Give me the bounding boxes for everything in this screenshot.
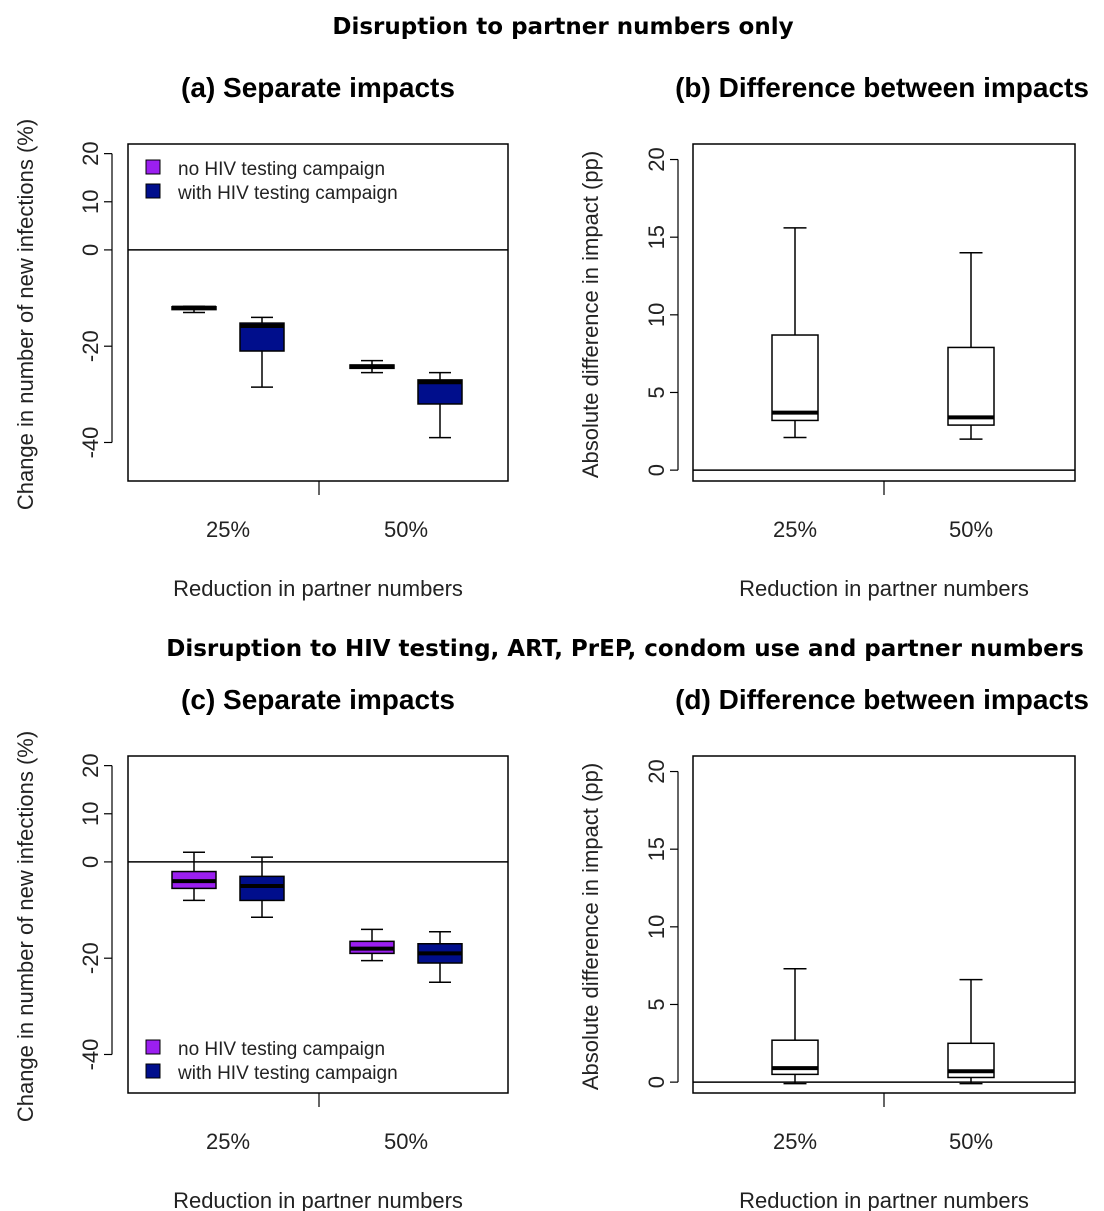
y-axis-label: Absolute difference in impact (pp)	[578, 763, 603, 1090]
panel-b: (b) Difference between impacts 0 5 10 15 20 25…	[578, 72, 1089, 601]
y-tick-label: 20	[78, 141, 103, 165]
x-axis-label: Reduction in partner numbers	[173, 576, 463, 601]
y-tick-label: -20	[78, 942, 103, 974]
box-25pct-no-campaign	[171, 851, 217, 902]
legend-label: with HIV testing campaign	[177, 183, 398, 204]
y-tick-label: -40	[78, 1039, 103, 1071]
legend: no HIV testing campaign with HIV testing …	[145, 159, 398, 204]
y-tick-label: 15	[644, 225, 669, 249]
box-50pct	[947, 978, 995, 1085]
box-25pct-with-campaign	[239, 856, 285, 919]
iqr-box	[239, 875, 285, 902]
y-tick-label: 20	[644, 147, 669, 171]
y-tick-label: 0	[644, 464, 669, 476]
x-axis-label: Reduction in partner numbers	[739, 1188, 1029, 1211]
y-tick-label: 5	[644, 998, 669, 1010]
y-tick-label: 10	[644, 915, 669, 939]
y-tick-label: 10	[78, 802, 103, 826]
y-tick-label: 0	[78, 856, 103, 868]
box-25pct-with-campaign	[239, 316, 285, 388]
legend-swatch	[145, 1039, 161, 1055]
y-axis-label: Change in number of new infections (%)	[13, 119, 38, 510]
x-tick-label: 50%	[384, 1129, 428, 1154]
legend: no HIV testing campaign with HIV testing …	[145, 1039, 398, 1084]
charts: (a) Separate impacts -40 -20 0 10 20 25% 50% Red…	[13, 72, 1089, 1211]
x-tick-label: 25%	[773, 517, 817, 542]
legend-label: with HIV testing campaign	[177, 1063, 398, 1084]
x-tick-label: 50%	[949, 1129, 993, 1154]
box-50pct-no-campaign	[349, 928, 395, 962]
box-25pct-no-campaign	[171, 305, 217, 314]
x-tick-label: 50%	[949, 517, 993, 542]
legend-swatch	[145, 159, 161, 175]
y-axis-label: Change in number of new infections (%)	[13, 731, 38, 1122]
box-50pct-with-campaign	[417, 371, 463, 439]
panel-a: (a) Separate impacts -40 -20 0 10 20 25% 50% Red…	[13, 72, 509, 601]
plot-frame	[692, 143, 1076, 482]
legend-label: no HIV testing campaign	[178, 159, 385, 180]
iqr-box	[771, 334, 819, 422]
y-tick-label: 10	[78, 190, 103, 214]
panel-title: (c) Separate impacts	[181, 684, 455, 715]
y-tick-label: 15	[644, 837, 669, 861]
plot-frame	[127, 755, 509, 1094]
x-tick-label: 25%	[206, 517, 250, 542]
panel-title: (a) Separate impacts	[181, 72, 455, 103]
y-tick-label: -40	[78, 427, 103, 459]
x-tick-label: 25%	[206, 1129, 250, 1154]
x-tick-label: 25%	[773, 1129, 817, 1154]
panel-c: (c) Separate impacts -40 -20 0 10 20 25% 50% Red…	[13, 684, 509, 1211]
box-25pct	[771, 227, 819, 439]
panel-d: (d) Difference between impacts 0 5 10 15 20 25…	[578, 684, 1089, 1211]
top-heading: Disruption to partner numbers only	[332, 14, 793, 40]
y-tick-label: 20	[78, 753, 103, 777]
y-tick-label: 0	[78, 244, 103, 256]
box-25pct	[771, 968, 819, 1085]
bottom-heading: Disruption to HIV testing, ART, PrEP, co…	[166, 636, 1084, 662]
y-tick-label: -20	[78, 330, 103, 362]
y-axis-label: Absolute difference in impact (pp)	[578, 151, 603, 478]
y-tick-label: 0	[644, 1076, 669, 1088]
legend-swatch	[145, 1063, 161, 1079]
plot-frame	[127, 143, 509, 482]
x-tick-label: 50%	[384, 517, 428, 542]
panel-title: (b) Difference between impacts	[675, 72, 1089, 103]
legend-swatch	[145, 183, 161, 199]
box-50pct	[947, 251, 995, 440]
x-axis-label: Reduction in partner numbers	[173, 1188, 463, 1211]
panel-title: (d) Difference between impacts	[675, 684, 1089, 715]
x-axis-label: Reduction in partner numbers	[739, 576, 1029, 601]
iqr-box	[947, 346, 995, 426]
legend-label: no HIV testing campaign	[178, 1039, 385, 1060]
box-50pct-no-campaign	[349, 359, 395, 374]
y-tick-label: 5	[644, 386, 669, 398]
y-tick-label: 10	[644, 303, 669, 327]
box-50pct-with-campaign	[417, 930, 463, 984]
plot-frame	[692, 755, 1076, 1094]
y-tick-label: 20	[644, 759, 669, 783]
